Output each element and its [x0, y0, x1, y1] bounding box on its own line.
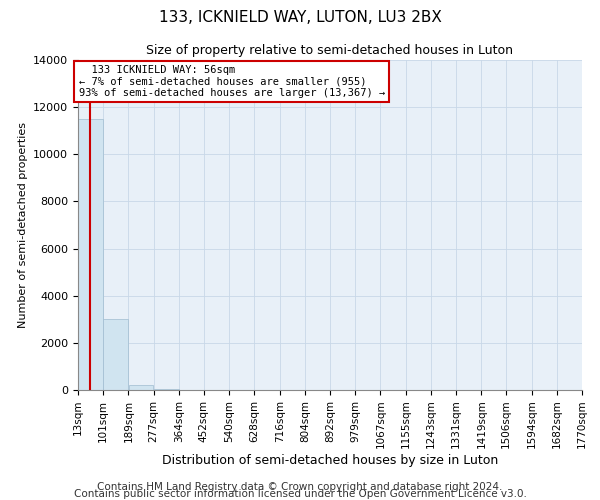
Y-axis label: Number of semi-detached properties: Number of semi-detached properties [17, 122, 28, 328]
Bar [78, 119, 103, 390]
X-axis label: Distribution of semi-detached houses by size in Luton: Distribution of semi-detached houses by … [162, 454, 498, 467]
Text: Contains HM Land Registry data © Crown copyright and database right 2024.: Contains HM Land Registry data © Crown c… [97, 482, 503, 492]
Bar [154, 389, 179, 390]
Text: 133, ICKNIELD WAY, LUTON, LU3 2BX: 133, ICKNIELD WAY, LUTON, LU3 2BX [158, 10, 442, 25]
Text: 133 ICKNIELD WAY: 56sqm
← 7% of semi-detached houses are smaller (955)
93% of se: 133 ICKNIELD WAY: 56sqm ← 7% of semi-det… [79, 65, 385, 98]
Bar [103, 320, 128, 390]
Text: Contains public sector information licensed under the Open Government Licence v3: Contains public sector information licen… [74, 489, 526, 499]
Bar [129, 386, 154, 390]
Title: Size of property relative to semi-detached houses in Luton: Size of property relative to semi-detach… [146, 44, 514, 58]
